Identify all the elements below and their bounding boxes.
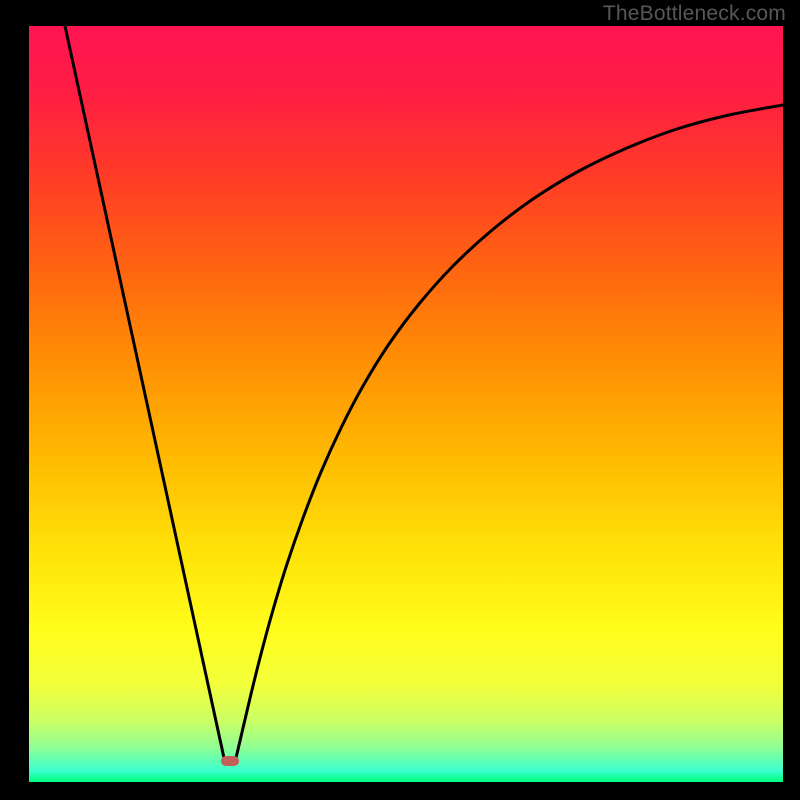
plot-svg xyxy=(29,26,783,782)
stage: TheBottleneck.com xyxy=(0,0,800,800)
plot-area xyxy=(29,26,783,782)
bottleneck-marker xyxy=(221,756,239,766)
gradient-background xyxy=(29,26,783,782)
watermark-label: TheBottleneck.com xyxy=(603,2,786,26)
